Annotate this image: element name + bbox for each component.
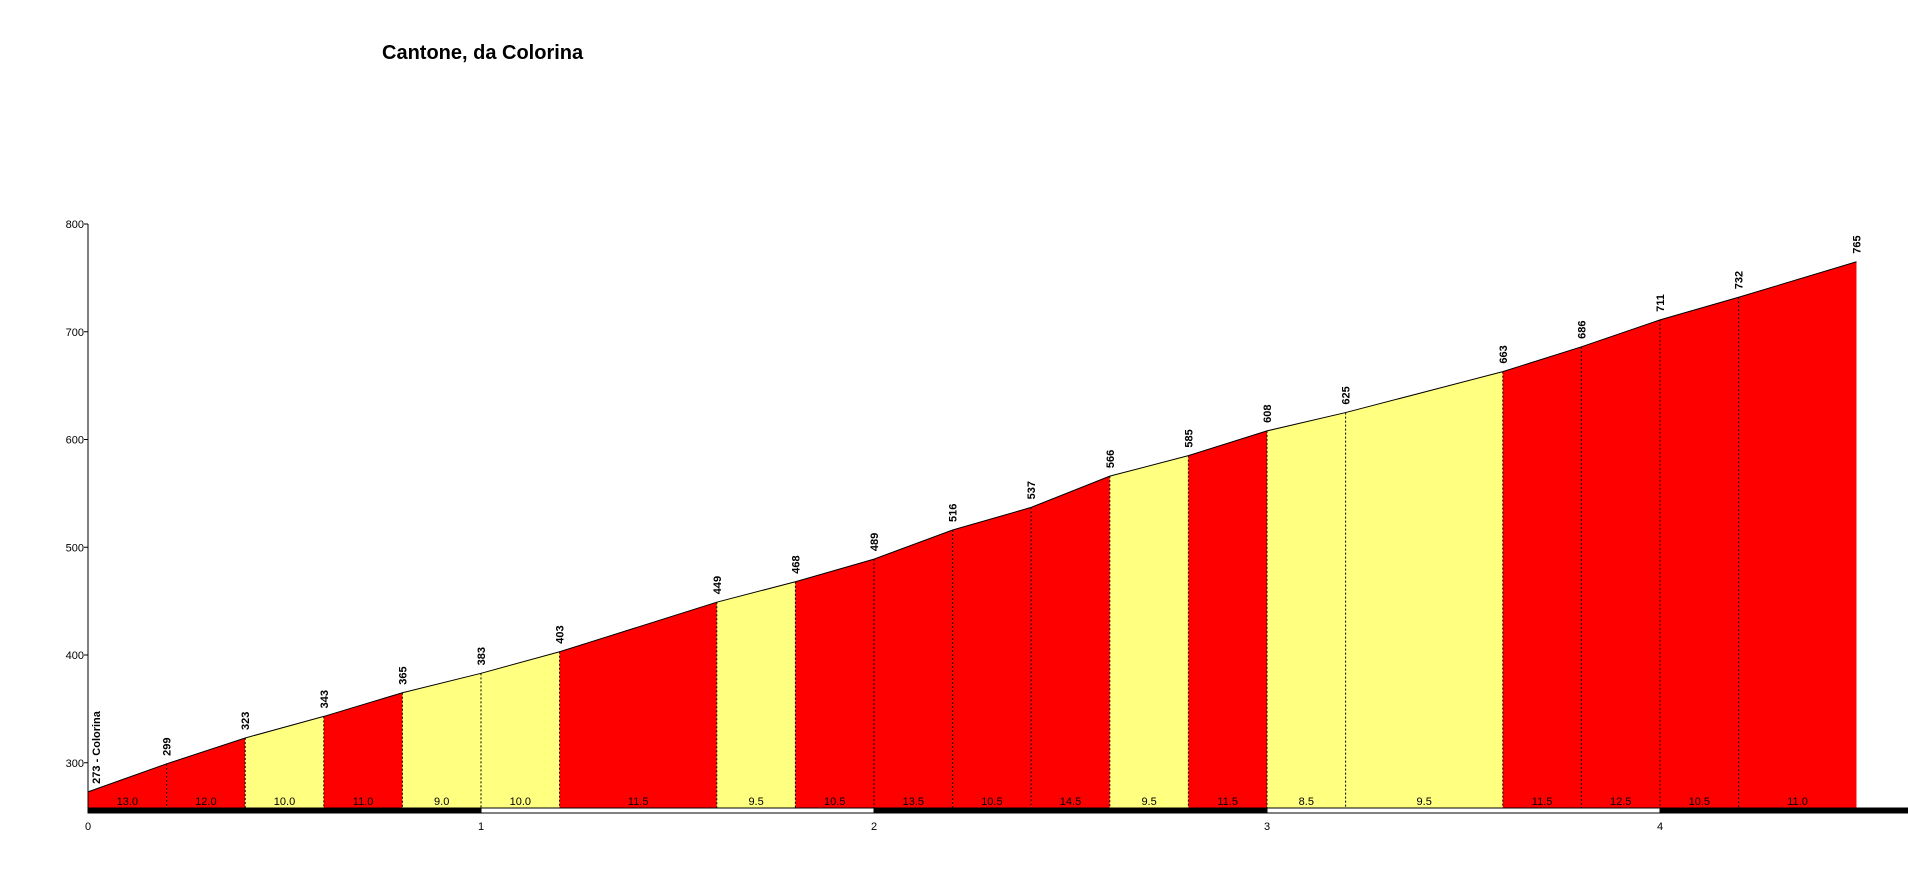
profile-segment [88, 763, 167, 808]
profile-segment [559, 602, 717, 808]
start-label: 273 - Colorina [91, 710, 103, 784]
elevation-label: 566 [1105, 450, 1117, 468]
profile-segment [166, 737, 246, 808]
y-tick-label: 600 [66, 435, 84, 447]
gradient-label: 11.5 [628, 796, 649, 808]
gradient-label: 11.0 [353, 796, 374, 808]
gradient-label: 8.5 [1299, 796, 1314, 808]
elevation-label: 365 [397, 666, 409, 684]
gradient-label: 10.5 [981, 796, 1002, 808]
elevation-label: 449 [712, 576, 724, 594]
elevation-label: 765 [1852, 235, 1864, 253]
profile-segment [1188, 430, 1267, 808]
profile-segment [1581, 319, 1660, 808]
elevation-label: 711 [1655, 294, 1667, 312]
elevation-label: 516 [948, 504, 960, 522]
profile-segment [1345, 371, 1503, 808]
elevation-label: 625 [1341, 386, 1353, 404]
distance-bar-segment [873, 807, 1268, 814]
distance-bar-segment [480, 807, 875, 814]
elevation-label: 468 [790, 555, 802, 573]
profile-segment [1738, 261, 1857, 808]
elevation-label: 403 [555, 625, 567, 643]
distance-bar-segment [1266, 807, 1661, 814]
gradient-label: 10.5 [824, 796, 845, 808]
gradient-label: 10.0 [274, 796, 295, 808]
elevation-label: 608 [1262, 405, 1274, 423]
profile-segment [874, 530, 953, 808]
profile-segment [716, 581, 796, 808]
gradient-label: 14.5 [1060, 796, 1081, 808]
y-tick-label: 700 [66, 327, 84, 339]
elevation-label: 732 [1734, 271, 1746, 289]
profile-segment [245, 716, 324, 808]
profile-segment [323, 692, 403, 808]
gradient-label: 12.0 [195, 796, 216, 808]
gradient-label: 11.0 [1787, 796, 1808, 808]
x-tick-label: 2 [871, 821, 877, 833]
profile-segment [1109, 455, 1189, 808]
profile-segment [1502, 346, 1582, 808]
elevation-label: 686 [1576, 320, 1588, 338]
elevation-label: 343 [319, 690, 331, 708]
x-tick-label: 1 [478, 821, 484, 833]
distance-bar-segment [1659, 807, 1908, 814]
gradient-label: 9.0 [434, 796, 449, 808]
x-tick-label: 3 [1264, 821, 1270, 833]
gradient-label: 11.5 [1532, 796, 1553, 808]
elevation-label: 383 [476, 647, 488, 665]
gradient-label: 10.0 [510, 796, 531, 808]
profile-segment [402, 673, 481, 808]
profile-segment [1660, 297, 1739, 808]
x-tick-label: 0 [85, 821, 91, 833]
distance-bar-segment [87, 807, 482, 814]
profile-segment [1031, 476, 1110, 808]
elevation-label: 299 [162, 737, 174, 755]
gradient-label: 9.5 [1141, 796, 1156, 808]
elevation-label: 323 [240, 712, 252, 730]
gradient-label: 12.5 [1610, 796, 1631, 808]
elevation-label: 663 [1498, 345, 1510, 363]
chart-title: Cantone, da Colorina [382, 42, 584, 64]
elevation-label: 537 [1026, 481, 1038, 499]
gradient-label: 9.5 [1417, 796, 1432, 808]
gradient-label: 13.5 [903, 796, 924, 808]
x-tick-label: 4 [1657, 821, 1663, 833]
y-tick-label: 500 [66, 542, 84, 554]
y-tick-label: 300 [66, 758, 84, 770]
gradient-label: 10.5 [1689, 796, 1710, 808]
gradient-label: 9.5 [748, 796, 763, 808]
gradient-label: 13.0 [117, 796, 138, 808]
profile-line [87, 261, 1857, 793]
profile-segment [795, 559, 874, 808]
elevation-label: 489 [869, 533, 881, 551]
profile-segment [952, 507, 1032, 808]
y-tick-label: 800 [66, 219, 84, 231]
elevation-label: 585 [1183, 429, 1195, 447]
y-tick-label: 400 [66, 650, 84, 662]
profile-segment [481, 651, 560, 808]
profile-segment [1267, 412, 1346, 808]
gradient-label: 11.5 [1217, 796, 1238, 808]
